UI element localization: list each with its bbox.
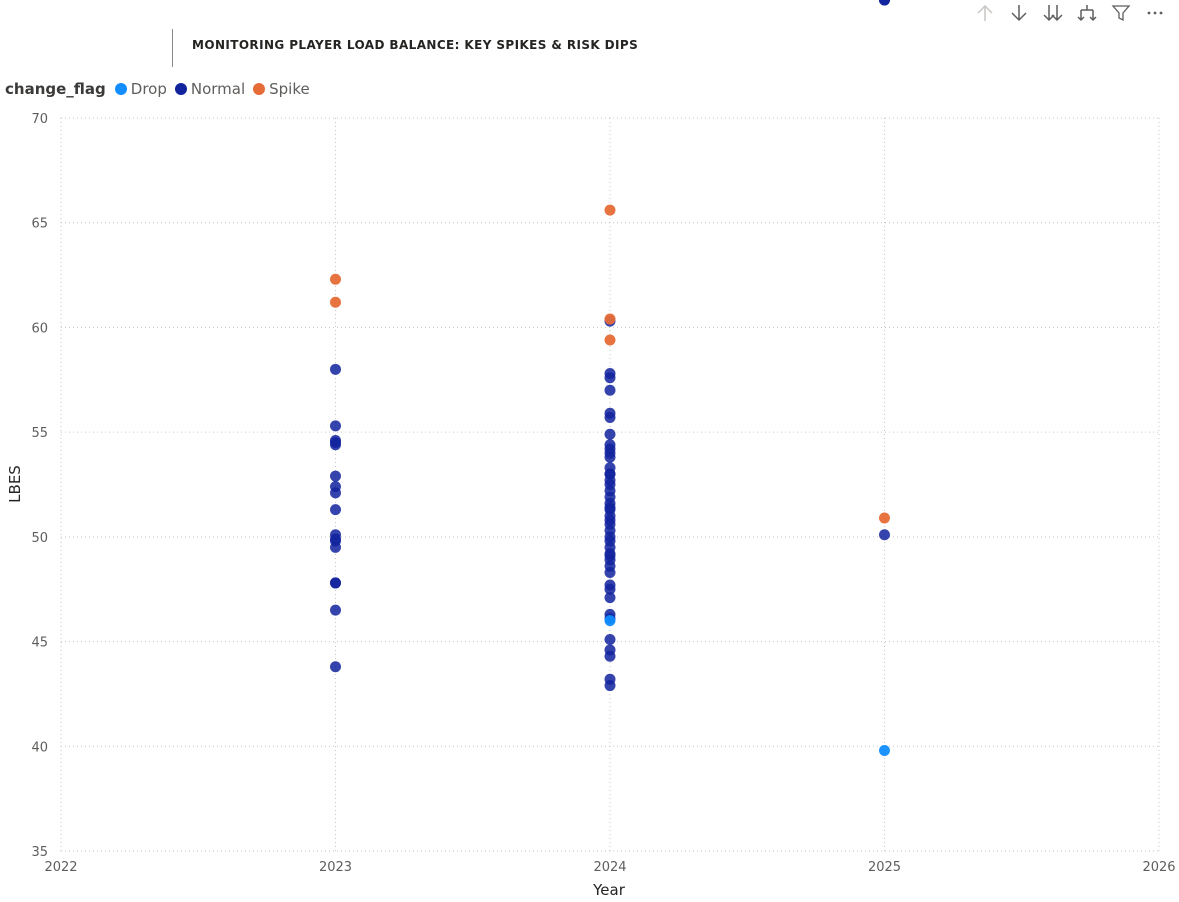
y-tick-label: 50: [31, 531, 48, 546]
drill-down-icon: [1011, 5, 1027, 22]
data-point-normal[interactable]: [604, 514, 616, 526]
legend-item-spike[interactable]: Spike: [253, 80, 310, 98]
y-axis-title: LBES: [6, 465, 24, 503]
y-axis-ticks: 35 40 45 50 55 60 65 70: [31, 112, 48, 860]
visual-header-toolbar: [968, 0, 1172, 26]
x-tick-label: 2022: [44, 860, 77, 875]
data-point-normal[interactable]: [604, 372, 616, 384]
data-point-normal[interactable]: [330, 504, 341, 516]
data-point-normal[interactable]: [604, 633, 616, 645]
legend-drop-marker: [114, 83, 127, 95]
data-point-normal[interactable]: [604, 680, 616, 692]
data-point-normal[interactable]: [604, 502, 616, 514]
legend-item-normal[interactable]: Normal: [174, 80, 246, 98]
more-options-icon: [1147, 11, 1163, 15]
legend-item-drop[interactable]: Drop: [114, 80, 167, 98]
data-point-drop[interactable]: [604, 615, 616, 627]
y-tick-label: 65: [31, 217, 48, 232]
data-point-drop[interactable]: [879, 744, 890, 756]
filter-icon: [1111, 5, 1131, 22]
legend-spike-label: Spike: [269, 80, 310, 98]
data-point-normal[interactable]: [330, 470, 341, 482]
data-point-normal[interactable]: [330, 533, 341, 545]
legend-spike-marker: [253, 83, 266, 95]
y-tick-label: 70: [31, 112, 48, 127]
data-point-normal[interactable]: [604, 451, 616, 463]
next-level-icon: [1043, 5, 1063, 22]
data-point-normal[interactable]: [604, 592, 616, 604]
legend-drop-label: Drop: [130, 80, 167, 98]
filter-button[interactable]: [1104, 1, 1138, 25]
data-point-normal[interactable]: [330, 541, 341, 553]
data-point-normal[interactable]: [330, 420, 341, 432]
x-tick-label: 2026: [1142, 860, 1175, 875]
data-point-spike[interactable]: [604, 334, 616, 346]
y-tick-label: 55: [31, 426, 48, 441]
data-point-spike[interactable]: [330, 273, 341, 285]
x-axis-ticks: 2022 2023 2024 2025 2026: [44, 860, 1175, 875]
x-tick-label: 2025: [868, 860, 901, 875]
drill-down-button[interactable]: [1002, 1, 1036, 25]
data-point-normal[interactable]: [879, 0, 890, 6]
data-point-spike[interactable]: [879, 512, 890, 524]
data-point-normal[interactable]: [604, 650, 616, 662]
legend: change_flag Drop Normal Spike: [5, 79, 318, 99]
data-point-normal[interactable]: [604, 428, 616, 440]
more-options-button[interactable]: [1138, 1, 1172, 25]
legend-normal-label: Normal: [190, 80, 246, 98]
y-tick-label: 45: [31, 636, 48, 651]
expand-hierarchy-button[interactable]: [1070, 1, 1104, 25]
data-point-spike[interactable]: [330, 296, 341, 308]
expand-hierarchy-icon: [1077, 5, 1097, 22]
legend-title: change_flag: [5, 80, 106, 98]
data-point-normal[interactable]: [604, 583, 616, 595]
title-divider: [172, 29, 173, 67]
data-point-normal[interactable]: [330, 487, 341, 499]
y-tick-label: 35: [31, 845, 48, 860]
data-point-spike[interactable]: [604, 204, 616, 216]
drill-up-button[interactable]: [968, 1, 1002, 25]
data-point-normal[interactable]: [604, 468, 616, 480]
data-point-normal[interactable]: [879, 529, 890, 541]
data-point-normal[interactable]: [330, 577, 341, 589]
legend-normal-marker: [174, 83, 187, 95]
data-point-normal[interactable]: [330, 363, 341, 375]
chart-title: MONITORING PLAYER LOAD BALANCE: KEY SPIK…: [192, 38, 639, 52]
data-point-normal[interactable]: [604, 566, 616, 578]
data-point-normal[interactable]: [604, 439, 616, 451]
data-point-normal[interactable]: [330, 661, 341, 673]
x-axis-title: Year: [592, 881, 626, 899]
data-point-normal[interactable]: [604, 384, 616, 396]
data-point-normal[interactable]: [604, 550, 616, 562]
data-point-spike[interactable]: [604, 313, 616, 325]
data-point-normal[interactable]: [330, 604, 341, 616]
data-point-normal[interactable]: [330, 437, 341, 449]
data-point-normal[interactable]: [604, 411, 616, 423]
y-tick-label: 60: [31, 321, 48, 336]
y-tick-label: 40: [31, 740, 48, 755]
drill-up-icon: [977, 4, 993, 21]
x-tick-label: 2024: [593, 860, 626, 875]
next-level-button[interactable]: [1036, 1, 1070, 25]
data-points: [330, 0, 890, 756]
x-tick-label: 2023: [319, 860, 352, 875]
